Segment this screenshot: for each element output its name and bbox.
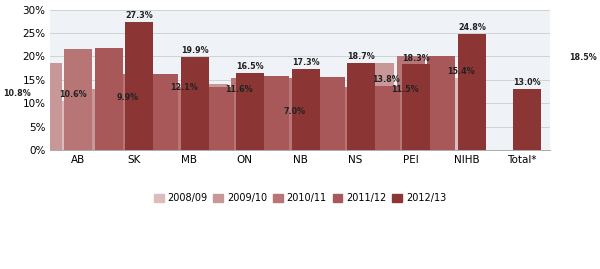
Text: 24.8%: 24.8% <box>458 23 486 32</box>
Text: 19.9%: 19.9% <box>181 46 208 55</box>
Text: 9.9%: 9.9% <box>117 93 139 102</box>
Bar <box>200 84 228 150</box>
Text: 18.5%: 18.5% <box>569 53 597 62</box>
Bar <box>125 22 153 150</box>
Bar <box>236 73 264 150</box>
Bar <box>280 118 308 150</box>
Bar <box>372 86 400 150</box>
Bar <box>341 87 370 150</box>
Bar <box>447 78 475 150</box>
Bar <box>34 63 62 150</box>
Bar <box>347 63 375 150</box>
Text: 11.5%: 11.5% <box>392 86 419 94</box>
Text: 12.1%: 12.1% <box>170 83 197 92</box>
Text: 27.3%: 27.3% <box>125 11 153 20</box>
Bar <box>181 57 209 150</box>
Bar <box>230 77 259 150</box>
Bar <box>64 49 92 150</box>
Text: 18.3%: 18.3% <box>403 54 430 63</box>
Text: 18.7%: 18.7% <box>347 52 375 61</box>
Bar <box>286 77 314 150</box>
Bar <box>145 98 173 150</box>
Bar <box>403 65 430 150</box>
Bar <box>514 89 541 150</box>
Text: 13.0%: 13.0% <box>514 79 541 87</box>
Text: 16.5%: 16.5% <box>236 62 264 71</box>
Bar <box>119 74 148 150</box>
Text: 7.0%: 7.0% <box>283 107 305 116</box>
Bar <box>3 100 31 150</box>
Text: 13.8%: 13.8% <box>372 75 400 84</box>
Bar <box>256 82 284 150</box>
Bar <box>261 76 289 150</box>
Bar <box>311 99 339 150</box>
Legend: 2008/09, 2009/10, 2010/11, 2011/12, 2012/13: 2008/09, 2009/10, 2010/11, 2011/12, 2012… <box>150 190 450 207</box>
Bar <box>150 74 178 150</box>
Bar <box>225 96 253 150</box>
Bar <box>569 63 597 150</box>
Text: 17.3%: 17.3% <box>292 58 319 67</box>
Bar <box>397 55 425 150</box>
Bar <box>292 69 320 150</box>
Bar <box>458 34 486 150</box>
Bar <box>316 77 344 150</box>
Bar <box>59 101 86 150</box>
Bar <box>391 96 419 150</box>
Bar <box>95 48 122 150</box>
Bar <box>367 63 394 150</box>
Bar <box>206 87 233 150</box>
Text: 11.6%: 11.6% <box>225 85 253 94</box>
Bar <box>175 87 203 150</box>
Bar <box>427 55 455 150</box>
Text: 10.6%: 10.6% <box>59 90 86 99</box>
Text: 15.4%: 15.4% <box>447 67 475 76</box>
Text: 10.8%: 10.8% <box>3 89 31 98</box>
Bar <box>114 104 142 150</box>
Bar <box>170 94 197 150</box>
Bar <box>89 89 117 150</box>
